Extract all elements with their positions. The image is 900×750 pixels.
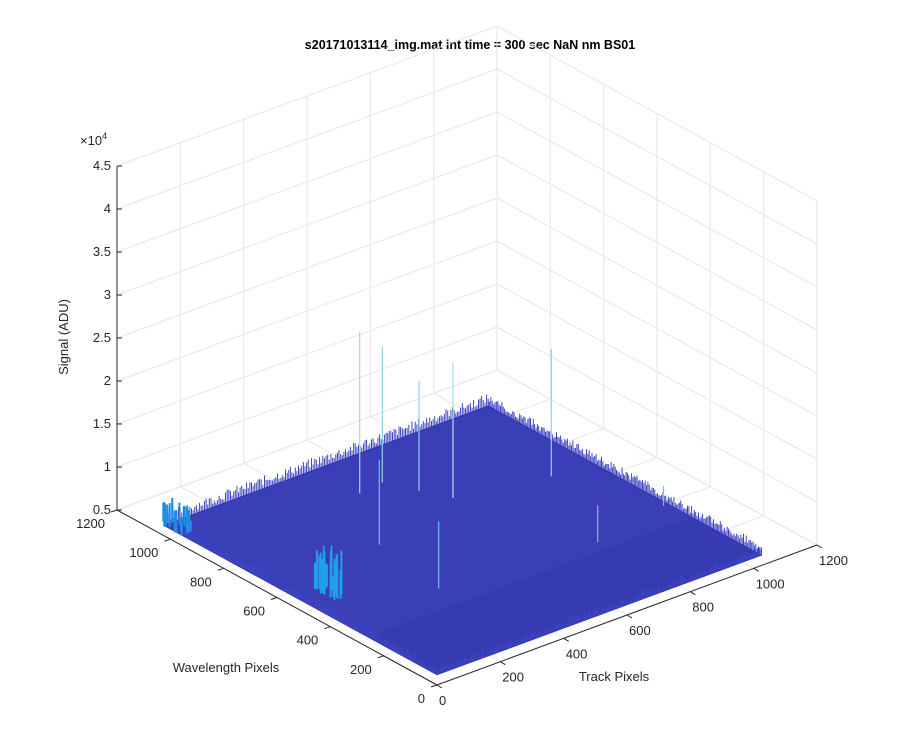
x-tick-label: 200 (502, 670, 524, 685)
z-tick-label: 3.5 (93, 244, 111, 259)
x-tick-label: 800 (692, 600, 714, 615)
hot-region (162, 497, 192, 536)
surface-noise (163, 394, 762, 675)
y-tick-mark (430, 684, 438, 688)
y-tick-label: 400 (297, 633, 319, 648)
z-tick-label: 2.5 (93, 330, 111, 345)
z-tick-label: 3 (104, 287, 111, 302)
grid-y-floor (116, 369, 498, 511)
y-tick-label: 800 (190, 574, 212, 589)
x-tick-mark (753, 567, 759, 572)
x-tick-label: 400 (566, 646, 588, 661)
z-tick-label: 1.5 (93, 416, 111, 431)
z-exponent-base: ×10 (80, 133, 102, 148)
y-tick-label: 1200 (76, 516, 105, 531)
surface-shade-band (367, 517, 762, 675)
y-tick-label: 200 (350, 662, 372, 677)
x-tick-mark (436, 684, 443, 689)
y-tick-mark (110, 509, 118, 513)
axes (110, 165, 823, 689)
x-axis-label: Track Pixels (579, 669, 650, 684)
z-tick-label: 4.5 (93, 158, 111, 173)
x-tick-mark (500, 661, 506, 666)
y-tick-mark (270, 597, 278, 600)
y-axis-label: Wavelength Pixels (173, 660, 280, 675)
y-tick-label: 1000 (129, 545, 158, 560)
surface (162, 394, 763, 676)
y-tick-mark (164, 538, 171, 542)
spikes (162, 331, 665, 600)
z-tick-label: 0.5 (93, 502, 111, 517)
x-tick-label: 1000 (756, 576, 785, 591)
y-tick-mark (324, 626, 331, 630)
z-tick-label: 4 (104, 201, 111, 216)
x-tick-mark (626, 614, 633, 619)
y-tick-mark (217, 567, 224, 571)
x-tick-mark (816, 544, 823, 549)
x-tick-label: 1200 (819, 553, 848, 568)
y-tick-label: 0 (418, 691, 425, 706)
x-tick-label: 600 (629, 623, 651, 638)
hot-region (313, 545, 343, 600)
x-tick-mark (563, 637, 569, 642)
z-tick-label: 2 (104, 373, 111, 388)
chart-title: s20171013114_img.mat int time = 300 sec … (305, 38, 635, 52)
z-tick-label: 1 (104, 459, 111, 474)
z-exponent-label: ×104 (80, 131, 107, 148)
x-tick-label: 0 (439, 693, 446, 708)
y-tick-label: 600 (243, 604, 265, 619)
tick-labels: 0200400600800100012000200400600800100012… (76, 158, 848, 708)
y-tick-mark (377, 655, 384, 659)
z-axis-label: Signal (ADU) (56, 299, 71, 375)
x-tick-mark (690, 591, 696, 596)
z-exponent-power: 4 (102, 131, 107, 141)
